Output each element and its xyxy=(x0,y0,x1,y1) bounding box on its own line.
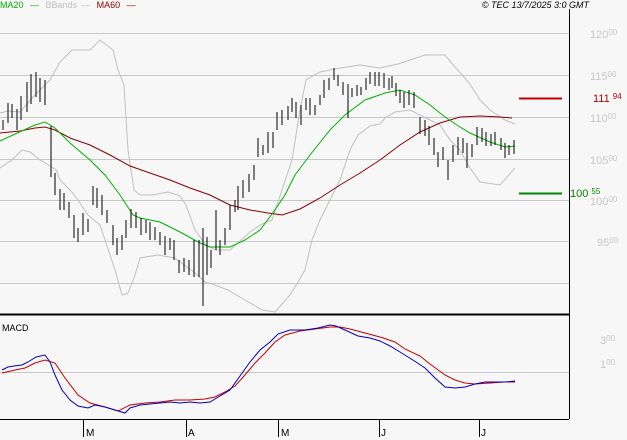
y-label-120: 12000 xyxy=(590,28,618,41)
chart-legend: MA20 — BBands — MA60 — xyxy=(0,0,140,12)
y-label-105: 10500 xyxy=(590,154,618,167)
month-ticks xyxy=(83,419,480,437)
macd-signal-line xyxy=(1,326,515,412)
macd-y-label-100: 100 xyxy=(600,358,616,371)
macd-y-label-300: 300 xyxy=(600,334,616,347)
x-label-apr: A xyxy=(188,428,195,439)
y-label-95: 9500 xyxy=(597,236,619,249)
resistance-label: 111 94 xyxy=(593,92,622,105)
x-label-mar: M xyxy=(86,428,95,439)
y-label-100: 10000 xyxy=(590,195,618,208)
ma20-line xyxy=(0,89,516,248)
y-label-110: 11000 xyxy=(590,112,617,125)
price-gridlines xyxy=(0,33,569,284)
legend-ma60: MA60 — xyxy=(96,0,136,10)
bollinger-bands xyxy=(0,39,516,313)
x-label-may: M xyxy=(281,428,290,439)
x-label-jul: J xyxy=(481,428,486,439)
copyright-timestamp: © TEC 13/7/2025 3:0 GMT xyxy=(481,0,589,10)
macd-line xyxy=(1,324,516,414)
support-label: 100 55 xyxy=(570,187,601,200)
macd-title: MACD xyxy=(2,323,29,333)
legend-ma20: MA20 — xyxy=(0,0,40,10)
x-label-jun: J xyxy=(381,428,386,439)
legend-bbands: BBands — xyxy=(45,0,91,10)
y-label-115: 11500 xyxy=(590,70,617,83)
price-bars xyxy=(2,68,515,306)
ma60-line xyxy=(0,115,513,216)
